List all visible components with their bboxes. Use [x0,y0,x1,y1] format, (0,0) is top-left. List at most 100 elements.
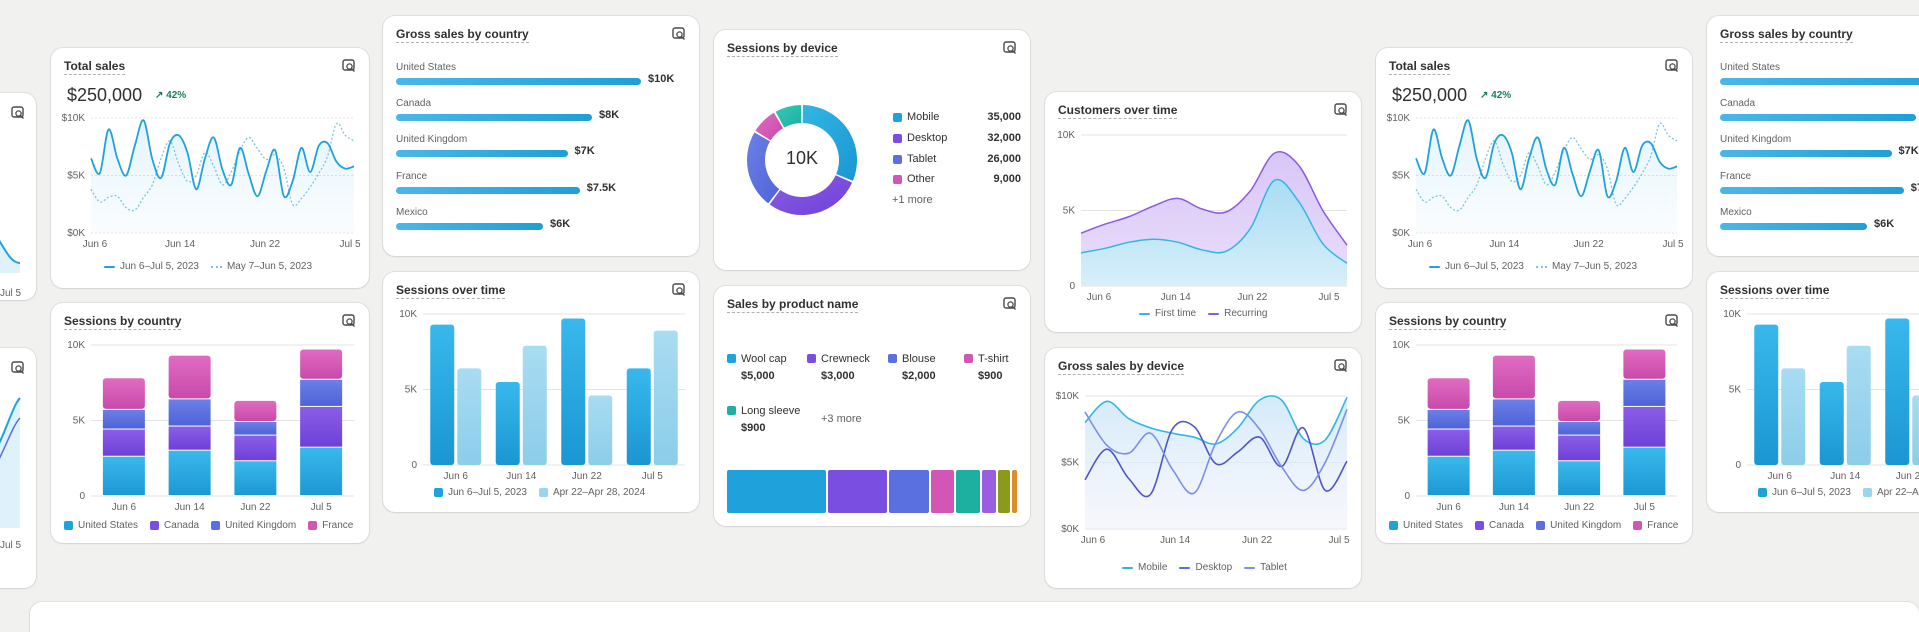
sessions-by-country-card: Sessions by country 10K 5K 0 Jun 6 Jun 14 Jun… [1376,303,1692,543]
legend-item: France [1633,520,1678,531]
explore-data-icon[interactable] [671,26,687,42]
grouped-bar [588,395,613,465]
stacked-bar-segment [300,379,343,406]
card-title: Gross sales by country [396,27,529,43]
delta-badge: ↗ 42% [1480,90,1512,101]
stacked-bar-segment [300,406,343,447]
y-tick-label: $0K [1392,228,1410,239]
y-tick-label: 0 [1069,281,1075,292]
stacked-bar-segment [300,349,343,379]
delta-badge: ↗ 42% [155,90,187,101]
card-title: Sessions over time [396,283,506,299]
y-tick-label: 0 [1404,491,1410,502]
x-tick-label: Jul 5 [311,502,333,513]
stacked-bar-segment [234,422,277,435]
series-line-comparison [90,122,355,212]
card-title: Customers over time [1058,103,1178,119]
legend-item: Canada [1475,520,1524,531]
legend-item: United States [64,520,138,531]
explore-data-icon[interactable] [10,105,26,121]
bar-row: United Kingdom $7K [1720,134,1919,157]
more-link[interactable]: +3 more [821,413,862,425]
total-sales-value: $250,000 [67,85,143,105]
bar-row: France$7.5K [1720,171,1919,194]
more-link[interactable]: +1 more [892,194,933,206]
donut-slice [747,132,780,204]
bar-row-fill [396,187,580,194]
stacked-bar-segment [300,447,343,495]
product-share-segment [956,470,981,513]
chart-legend: First time Recurring [1139,308,1267,319]
bar-row: Canada$8K [396,98,620,121]
legend-item: First time [1139,308,1196,319]
y-tick-label: $5K [67,171,85,182]
bar-row: United States$10K [396,62,675,85]
x-tick-label: Jun 6 [1081,535,1106,546]
series-line-comparison [1415,122,1678,212]
sessions-over-time-card: Sessions over time 10K 5K 0 Jun 6 Jun 14 Jun … [1707,272,1919,512]
explore-data-icon[interactable] [1664,58,1680,74]
gross-sales-by-country-card: Gross sales by country United States$10K… [1707,16,1919,256]
series-area [91,120,354,233]
card-title: Sessions over time [1720,283,1830,299]
explore-data-icon[interactable] [671,282,687,298]
legend-item: May 7–Jun 5, 2023 [210,261,312,272]
explore-data-icon[interactable] [1002,40,1018,56]
chart-legend: United States Canada United Kingdom Fran… [1389,520,1678,531]
card-title: Sales by product name [727,297,859,313]
bar-row-value: $7K [1898,145,1919,157]
stacked-bar-segment [1492,450,1535,495]
legend-item: Jun 6–Jul 5, 2023 [1429,261,1524,272]
y-tick-label: 5K [405,385,418,396]
x-tick-label: Jun 6 [1768,471,1793,482]
y-tick-label: 5K [1063,206,1076,217]
y-tick-label: 5K [1398,416,1411,427]
explore-data-icon[interactable] [341,313,357,329]
stacked-bar-segment [1623,379,1666,406]
stacked-bar-segment [102,378,145,409]
svg-text:Jul 5: Jul 5 [0,540,22,551]
x-tick-label: Jun 22 [1564,502,1594,513]
card-title: Total sales [64,59,126,75]
bar-row: France$7.5K [396,171,617,194]
explore-data-icon[interactable] [1333,102,1349,118]
donut-slice [802,105,857,181]
stacked-bar-segment [1427,409,1470,429]
x-tick-label: Jul 5 [642,471,664,482]
explore-data-icon[interactable] [1002,296,1018,312]
sessions-by-country-chart: 10K 5K 0 Jun 6 Jun 14 Jun 22 Jul 5 [67,340,354,513]
total-sales-card: Total sales $250,000 ↗ 42% $10K $5K $0K Jun… [51,48,369,288]
bar-row: Mexico $6K [396,207,571,230]
delta-value: 42% [1491,90,1512,101]
product-share-segment [1011,470,1017,513]
bar-row-value: $10K [648,73,675,85]
y-tick-label: $0K [67,228,85,239]
sessions-over-time-card: Sessions over time 10K 5K 0 Jun 6 Jun 14 Jun … [383,272,699,512]
bar-row-fill [396,150,568,157]
partial-card-left-top: Jul 5 [0,93,36,300]
y-tick-label: $10K [1056,391,1080,402]
sales-by-product-card: Sales by product name Wool cap $5,000 Cre… [714,286,1030,526]
x-tick-label: Jun 22 [1574,239,1604,250]
bar-row-fill [1720,187,1904,194]
explore-data-icon[interactable] [1664,313,1680,329]
x-tick-label: Jun 14 [165,239,195,250]
partial-chart: Jul 5 [0,397,22,551]
card-title: Gross sales by device [1058,359,1185,375]
stacked-bar-segment [1492,399,1535,426]
bar-row-fill [1720,150,1892,157]
bar-row-value: $6K [550,218,571,230]
explore-data-icon[interactable] [1333,358,1349,374]
grouped-bar [522,345,547,465]
stacked-bar-segment [1427,429,1470,456]
explore-data-icon[interactable] [341,58,357,74]
y-tick-label: 0 [411,460,417,471]
total-sales-card: Total sales $250,000 ↗ 42% $10K $5K $0K Jun… [1376,48,1692,288]
product-share-segment [827,470,888,513]
legend-item: Tablet [1244,562,1287,573]
x-tick-label: Jun 22 [572,471,602,482]
grouped-bar [1912,395,1919,465]
explore-data-icon[interactable] [10,360,26,376]
grouped-bar [430,324,455,465]
x-tick-label: Jun 22 [1896,471,1919,482]
